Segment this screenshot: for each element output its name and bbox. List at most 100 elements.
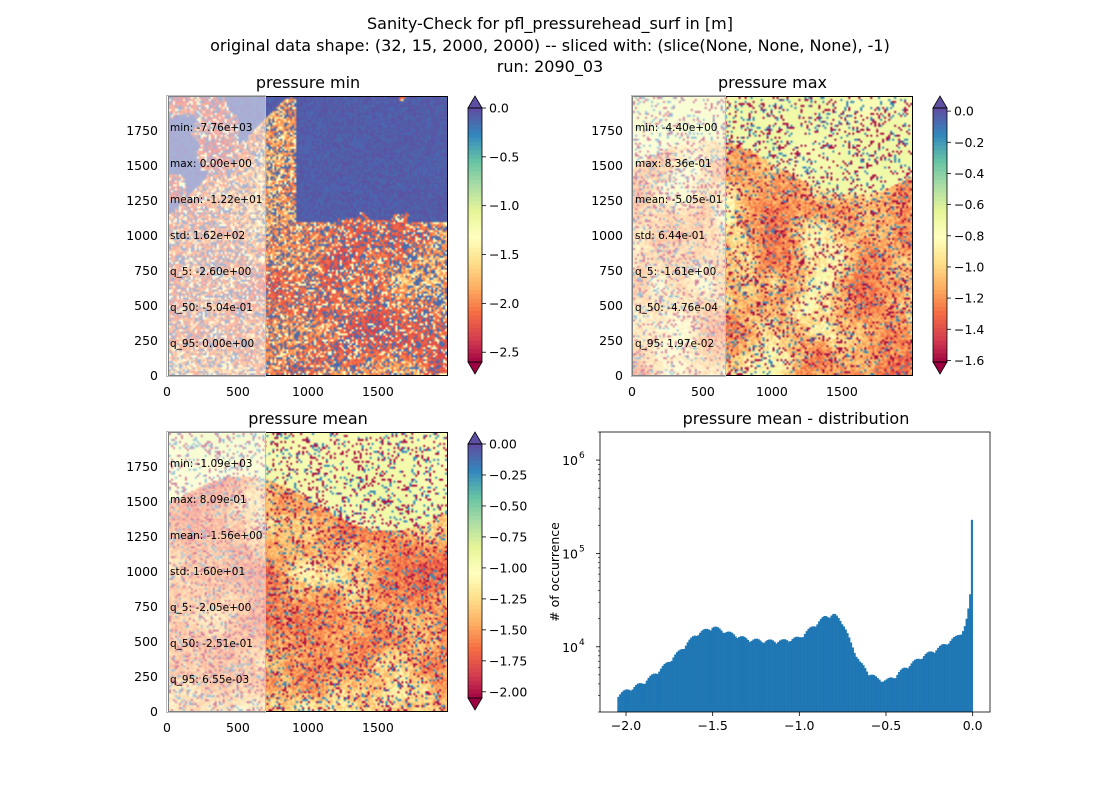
colorbar-segment — [468, 285, 482, 291]
colorbar-segment — [468, 617, 482, 623]
colorbar-segment — [933, 116, 947, 122]
colorbar-segment — [468, 604, 482, 610]
histogram-bar — [784, 639, 787, 712]
colorbar-segment — [933, 226, 947, 232]
y-axis-label: # of occurrence — [547, 522, 562, 622]
colorbar-segment — [933, 218, 947, 223]
x-tick: 0 — [163, 720, 171, 735]
x-tick-label: −1.0 — [784, 718, 814, 733]
histogram-bar — [919, 659, 922, 712]
stat-line: q_50: -5.04e-01 — [170, 302, 253, 314]
panel-title-pressure-min: pressure min — [255, 73, 361, 92]
colorbar-segment — [468, 129, 482, 134]
histogram-bar — [658, 671, 661, 712]
histogram-bar — [922, 656, 925, 712]
colorbar-segment — [468, 201, 482, 206]
histogram-bar — [946, 644, 949, 712]
histogram-bar — [695, 635, 698, 712]
histogram-bar — [873, 675, 876, 712]
colorbar-pressure-min: 0.0 −0.5 −1.0 −1.5 −2.0 −2.5 — [467, 95, 519, 375]
histogram-bar — [816, 624, 819, 712]
y-tick: 1750 — [591, 123, 623, 138]
histogram-bar — [826, 617, 830, 712]
histogram-bar — [727, 631, 730, 712]
histogram-bar — [924, 653, 927, 712]
colorbar-segment — [468, 452, 482, 458]
histogram-bar — [747, 639, 750, 712]
histogram-bar — [867, 675, 870, 712]
colorbar-segment — [468, 549, 482, 555]
colorbar-segment — [933, 222, 947, 228]
histogram-bar — [679, 649, 682, 712]
histogram-bar — [755, 638, 758, 712]
colorbar-segment — [468, 532, 482, 538]
histogram-bar — [944, 644, 947, 712]
histogram-bar — [969, 594, 972, 712]
histogram-bar — [775, 643, 778, 712]
histogram-bar — [757, 639, 760, 712]
colorbar-tick-label: −0.75 — [489, 529, 527, 544]
colorbar-segment — [468, 537, 482, 542]
stat-line: mean: -1.56e+00 — [170, 530, 263, 542]
colorbar-tick-label: −1.0 — [954, 259, 984, 274]
colorbar-tick-label: −1.2 — [954, 291, 984, 306]
histogram-bar — [889, 677, 892, 712]
colorbar-segment — [468, 575, 482, 581]
colorbar-segment — [468, 171, 482, 177]
colorbar-segment — [933, 251, 947, 257]
colorbar-segment — [468, 630, 482, 636]
histogram-bar — [640, 683, 643, 712]
colorbar-segment — [468, 685, 482, 691]
histogram-bar — [736, 638, 739, 712]
histogram-bar — [713, 626, 716, 712]
stats-box-pressure-mean: min: -1.09e+03 max: 8.09e-01 mean: -1.56… — [166, 431, 267, 713]
histogram-bar — [627, 689, 631, 712]
y-tick: 0 — [150, 704, 158, 719]
colorbar-segment — [468, 558, 482, 564]
colorbar-segment — [468, 490, 482, 496]
histogram-bar — [706, 628, 709, 712]
histogram-bar — [715, 626, 718, 712]
colorbar-tick-label: 0.0 — [489, 101, 509, 116]
colorbar-segment — [468, 328, 482, 333]
colorbar-tick-label: −0.5 — [489, 149, 519, 164]
colorbar-segment — [933, 345, 947, 350]
colorbar-segment — [933, 290, 947, 295]
histogram-bar — [803, 633, 806, 712]
colorbar-segment — [933, 315, 947, 321]
histogram-bar — [842, 626, 846, 712]
colorbar-segment — [468, 264, 482, 270]
y-tick: 500 — [599, 298, 623, 313]
histogram-bar — [732, 634, 735, 712]
histogram-bar — [725, 631, 728, 712]
colorbar-segment — [933, 154, 947, 160]
colorbar-segment — [468, 676, 482, 682]
x-tick: 1000 — [292, 720, 324, 735]
colorbar-segment — [933, 353, 947, 359]
histogram-bar — [931, 651, 934, 712]
histogram-bar — [683, 648, 686, 712]
colorbar-tick-label: −1.25 — [489, 591, 527, 606]
x-tick-label: −0.5 — [871, 718, 901, 733]
histogram-bar — [626, 689, 629, 712]
x-tick: 1000 — [756, 384, 788, 399]
stat-line: max: 0.00e+00 — [170, 158, 252, 170]
colorbar-segment — [468, 651, 482, 657]
histogram-bar — [954, 635, 957, 712]
histogram-bar — [734, 636, 737, 712]
histogram-bar — [668, 661, 671, 712]
histogram-bar — [899, 669, 902, 712]
colorbar-segment — [468, 273, 482, 278]
histogram-bar — [887, 678, 890, 712]
histogram-bar — [670, 660, 673, 712]
colorbar-segment — [468, 693, 482, 699]
colorbar-segment — [933, 175, 947, 181]
colorbar-segment — [468, 184, 482, 190]
colorbar-segment — [468, 448, 482, 454]
colorbar-segment — [468, 336, 482, 342]
histogram-bar — [910, 663, 913, 712]
colorbar-segment — [468, 668, 482, 674]
histogram-bar — [649, 675, 652, 712]
histogram-bar — [912, 661, 915, 712]
histogram-bar — [779, 640, 782, 712]
